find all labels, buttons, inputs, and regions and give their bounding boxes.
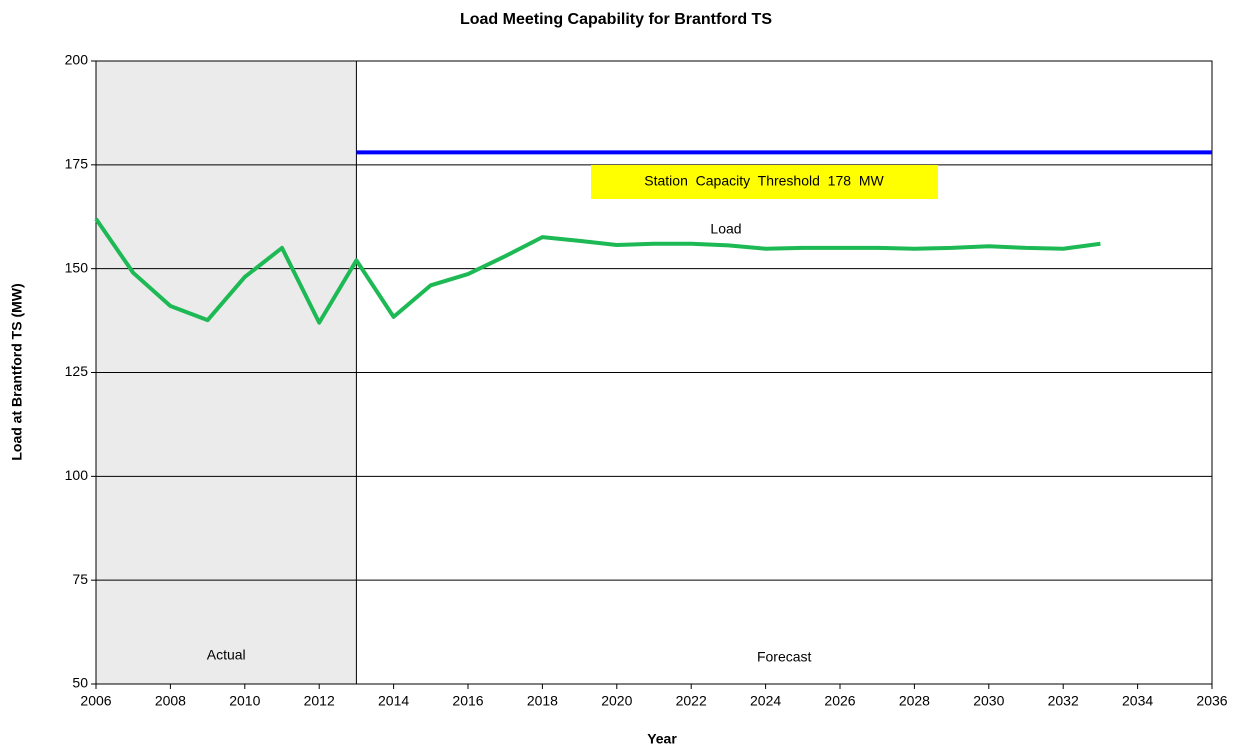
x-tick-label: 2030 bbox=[973, 693, 1004, 709]
capacity-label-box bbox=[591, 165, 938, 199]
x-tick-label: 2026 bbox=[824, 693, 855, 709]
actual-label: Actual bbox=[207, 647, 246, 663]
x-tick-label: 2034 bbox=[1122, 693, 1153, 709]
x-tick-label: 2018 bbox=[527, 693, 558, 709]
y-tick-label: 175 bbox=[65, 156, 89, 172]
load-line bbox=[94, 217, 1101, 325]
y-tick-label: 50 bbox=[72, 675, 88, 691]
x-tick-label: 2022 bbox=[676, 693, 707, 709]
x-tick-label: 2024 bbox=[750, 693, 781, 709]
x-tick-label: 2032 bbox=[1048, 693, 1079, 709]
y-tick-label: 150 bbox=[65, 259, 89, 275]
capacity-label: Station Capacity Threshold 178 MW bbox=[644, 173, 884, 189]
x-tick-label: 2036 bbox=[1196, 693, 1227, 709]
x-tick-label: 2020 bbox=[601, 693, 632, 709]
forecast-label: Forecast bbox=[757, 649, 812, 665]
chart-title: Load Meeting Capability for Brantford TS bbox=[460, 11, 772, 28]
x-tick-label: 2016 bbox=[452, 693, 483, 709]
x-tick-label: 2006 bbox=[80, 693, 111, 709]
y-tick-label: 200 bbox=[65, 52, 89, 68]
y-axis-title: Load at Brantford TS (MW) bbox=[9, 283, 25, 460]
x-tick-label: 2008 bbox=[155, 693, 186, 709]
x-tick-label: 2028 bbox=[899, 693, 930, 709]
y-tick-label: 75 bbox=[72, 571, 88, 587]
x-tick-label: 2014 bbox=[378, 693, 409, 709]
x-tick-label: 2012 bbox=[304, 693, 335, 709]
plot-border bbox=[95, 60, 1213, 685]
y-tick-label: 125 bbox=[65, 363, 89, 379]
load-label: Load bbox=[710, 221, 741, 237]
x-axis-title: Year bbox=[647, 731, 677, 747]
x-tick-label: 2010 bbox=[229, 693, 260, 709]
y-tick-label: 100 bbox=[65, 467, 89, 483]
